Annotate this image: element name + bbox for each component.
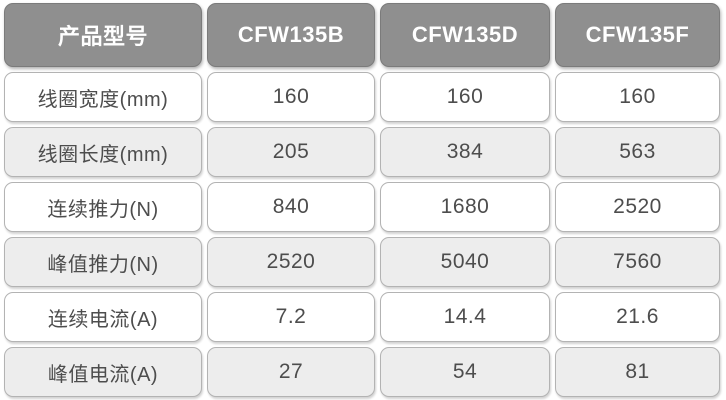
cell-coil-width-cfw135d: 160: [380, 72, 550, 122]
header-cell-model-cfw135b: CFW135B: [207, 3, 375, 67]
row-label-peak-force: 峰值推力(N): [4, 237, 202, 287]
header-cell-model-cfw135d: CFW135D: [380, 3, 550, 67]
cell-coil-length-cfw135d: 384: [380, 127, 550, 177]
row-label-continuous-current: 连续电流(A): [4, 292, 202, 342]
cell-peak-current-cfw135b: 27: [207, 347, 375, 397]
row-label-continuous-force: 连续推力(N): [4, 182, 202, 232]
cell-peak-current-cfw135f: 81: [555, 347, 720, 397]
cell-continuous-current-cfw135f: 21.6: [555, 292, 720, 342]
cell-peak-force-cfw135d: 5040: [380, 237, 550, 287]
cell-peak-current-cfw135d: 54: [380, 347, 550, 397]
header-cell-product-model: 产品型号: [4, 3, 202, 67]
cell-peak-force-cfw135b: 2520: [207, 237, 375, 287]
cell-continuous-force-cfw135d: 1680: [380, 182, 550, 232]
cell-continuous-current-cfw135b: 7.2: [207, 292, 375, 342]
cell-continuous-force-cfw135b: 840: [207, 182, 375, 232]
cell-coil-width-cfw135b: 160: [207, 72, 375, 122]
cell-coil-length-cfw135f: 563: [555, 127, 720, 177]
row-label-coil-length: 线圈长度(mm): [4, 127, 202, 177]
cell-continuous-current-cfw135d: 14.4: [380, 292, 550, 342]
row-label-coil-width: 线圈宽度(mm): [4, 72, 202, 122]
header-cell-model-cfw135f: CFW135F: [555, 3, 720, 67]
cell-continuous-force-cfw135f: 2520: [555, 182, 720, 232]
cell-peak-force-cfw135f: 7560: [555, 237, 720, 287]
cell-coil-width-cfw135f: 160: [555, 72, 720, 122]
cell-coil-length-cfw135b: 205: [207, 127, 375, 177]
row-label-peak-current: 峰值电流(A): [4, 347, 202, 397]
